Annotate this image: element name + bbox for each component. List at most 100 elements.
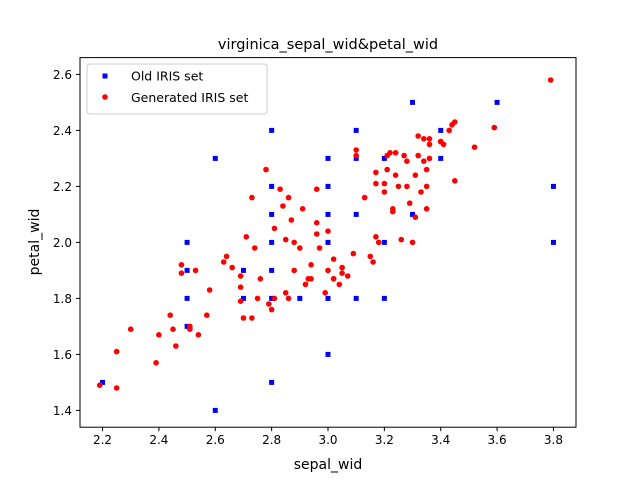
generated-iris-point — [299, 206, 306, 212]
old-iris-point — [410, 99, 416, 105]
generated-iris-point — [313, 186, 320, 192]
old-iris-point — [269, 239, 275, 245]
old-iris-point — [325, 239, 331, 245]
generated-iris-point — [178, 270, 185, 277]
old-iris-point — [325, 211, 331, 217]
generated-iris-point — [288, 217, 295, 223]
old-iris-point — [550, 183, 556, 189]
x-tick-label: 3.2 — [375, 433, 394, 447]
generated-iris-point — [113, 348, 120, 355]
old-iris-point — [353, 127, 359, 133]
generated-iris-point — [381, 180, 388, 187]
old-iris-point — [438, 155, 444, 161]
generated-iris-point — [339, 270, 345, 277]
generated-iris-point — [406, 200, 413, 206]
generated-iris-point — [271, 295, 278, 302]
generated-iris-point — [392, 150, 399, 156]
old-iris-point — [550, 239, 556, 245]
generated-iris-point — [187, 323, 193, 330]
generated-iris-point — [291, 239, 297, 246]
generated-iris-point — [313, 231, 320, 237]
old-iris-point — [269, 295, 275, 301]
generated-iris-point — [344, 273, 351, 279]
old-iris-point — [325, 183, 331, 189]
generated-iris-point — [308, 276, 314, 282]
y-tick-label: 2.4 — [53, 124, 72, 138]
old-iris-point — [381, 295, 387, 301]
old-iris-point — [212, 407, 218, 413]
generated-iris-point — [297, 245, 303, 251]
generated-iris-point — [268, 306, 275, 313]
old-iris-point — [494, 99, 500, 105]
generated-iris-point — [415, 133, 421, 139]
generated-iris-point — [243, 234, 250, 240]
data-markers — [96, 77, 556, 413]
generated-iris-point — [339, 264, 345, 271]
x-tick-label: 3.8 — [544, 433, 563, 447]
generated-iris-point — [426, 141, 433, 148]
old-iris-point — [100, 379, 106, 385]
generated-iris-point — [266, 301, 272, 307]
x-tick-label: 3.6 — [488, 433, 507, 447]
generated-iris-point — [204, 312, 210, 319]
legend: Old IRIS set Generated IRIS set — [86, 63, 268, 115]
generated-iris-point — [350, 250, 357, 257]
old-iris-point — [438, 127, 444, 133]
generated-iris-point — [249, 194, 255, 201]
old-iris-point — [410, 211, 416, 217]
generated-iris-point — [452, 119, 458, 125]
generated-iris-point — [156, 332, 162, 338]
generated-iris-point — [113, 385, 120, 391]
old-iris-point — [381, 155, 387, 161]
old-iris-point — [269, 183, 275, 189]
generated-iris-point — [423, 166, 430, 173]
old-iris-point — [240, 267, 246, 273]
generated-iris-point — [282, 236, 289, 243]
y-tick-label: 1.4 — [53, 404, 72, 418]
old-iris-point — [184, 295, 190, 301]
old-iris-point — [269, 267, 275, 273]
y-axis-label: petal_wid — [27, 209, 43, 276]
generated-iris-point — [412, 214, 419, 220]
generated-iris-point — [237, 284, 244, 291]
generated-iris-point — [313, 220, 320, 226]
x-tick-label: 2.6 — [206, 433, 225, 447]
generated-iris-point — [423, 206, 430, 212]
generated-iris-point — [547, 77, 554, 83]
generated-iris-point — [395, 183, 402, 190]
y-tick-label: 1.8 — [53, 292, 72, 306]
generated-iris-point — [387, 150, 393, 156]
x-tick-label: 3.0 — [318, 433, 337, 447]
y-tick-label: 2.6 — [53, 68, 72, 82]
generated-iris-point — [375, 239, 382, 246]
generated-iris-point — [322, 290, 328, 296]
generated-iris-point — [423, 183, 430, 190]
generated-iris-point — [370, 259, 376, 265]
generated-iris-point — [491, 124, 498, 131]
y-tick-label: 2.0 — [53, 236, 72, 250]
generated-iris-point — [452, 178, 458, 184]
generated-iris-point — [367, 253, 374, 260]
generated-iris-point — [192, 267, 199, 274]
old-iris-point — [212, 155, 218, 161]
legend-label-generated-iris: Generated IRIS set — [131, 90, 248, 105]
generated-iris-point — [471, 144, 478, 150]
generated-iris-point — [302, 281, 309, 288]
generated-iris-point — [229, 264, 235, 271]
generated-iris-point — [381, 189, 388, 195]
generated-iris-point — [254, 295, 261, 302]
generated-iris-point — [285, 295, 292, 302]
generated-iris-point — [415, 152, 421, 159]
old-iris-point — [240, 295, 246, 301]
generated-iris-point — [409, 239, 416, 246]
generated-iris-point — [178, 262, 185, 268]
generated-iris-point — [426, 136, 433, 142]
legend-marker-old-iris — [102, 73, 108, 79]
generated-iris-point — [240, 315, 247, 321]
old-iris-point — [353, 295, 359, 301]
generated-iris-point — [325, 267, 331, 274]
generated-iris-point — [96, 382, 103, 389]
generated-iris-point — [404, 158, 410, 164]
generated-iris-point — [373, 180, 379, 187]
generated-iris-point — [173, 343, 179, 349]
